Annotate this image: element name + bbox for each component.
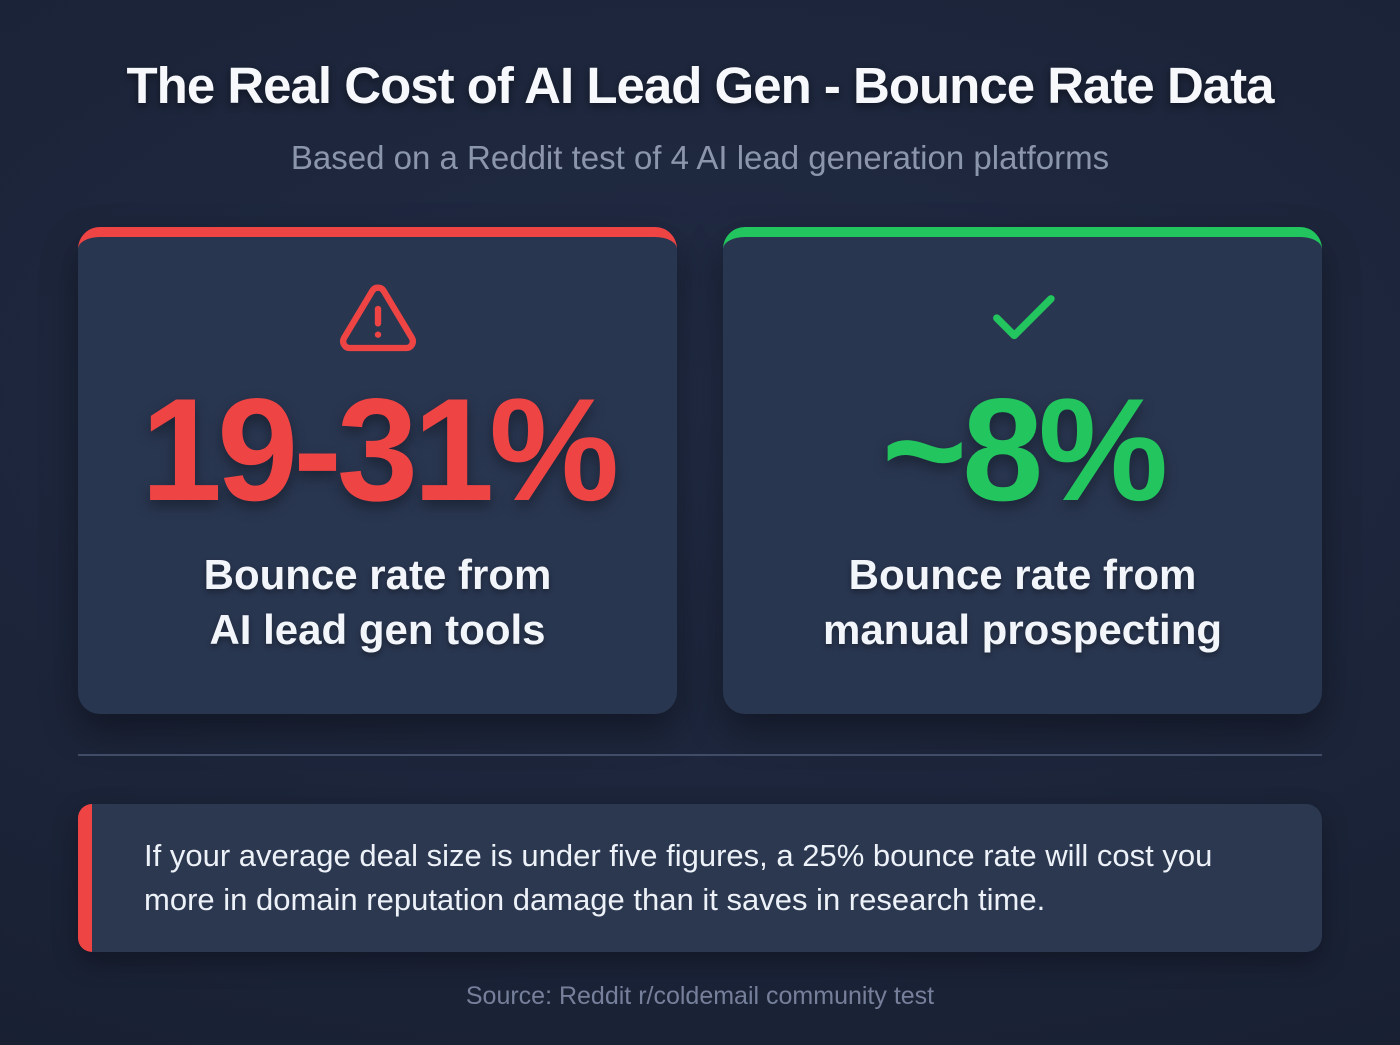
ai-bounce-value: 19-31% <box>140 368 619 531</box>
page-title: The Real Cost of AI Lead Gen - Bounce Ra… <box>126 57 1275 114</box>
divider <box>78 754 1322 756</box>
stat-cards-row: 19-31% Bounce rate from AI lead gen tool… <box>78 227 1322 714</box>
manual-bounce-label-line2: manual prospecting <box>822 605 1223 653</box>
warning-triangle-icon <box>338 277 418 359</box>
manual-bounce-card: ~8% Bounce rate from manual prospecting <box>723 227 1322 714</box>
ai-bounce-label-line2: AI lead gen tools <box>209 605 546 653</box>
manual-bounce-label: Bounce rate from manual prospecting <box>823 548 1222 657</box>
source-note: Source: Reddit r/coldemail community tes… <box>465 982 935 1011</box>
callout-text: If your average deal size is under five … <box>144 838 1213 918</box>
check-icon <box>981 277 1065 359</box>
callout-box: If your average deal size is under five … <box>78 804 1322 953</box>
ai-bounce-label: Bounce rate from AI lead gen tools <box>204 548 552 657</box>
ai-bounce-label-line1: Bounce rate from <box>203 551 552 599</box>
ai-bounce-card: 19-31% Bounce rate from AI lead gen tool… <box>78 227 677 714</box>
manual-bounce-label-line1: Bounce rate from <box>848 551 1197 599</box>
callout-accent-bar <box>78 804 92 953</box>
manual-bounce-value: ~8% <box>881 368 1168 531</box>
page-subtitle: Based on a Reddit test of 4 AI lead gene… <box>290 139 1110 176</box>
